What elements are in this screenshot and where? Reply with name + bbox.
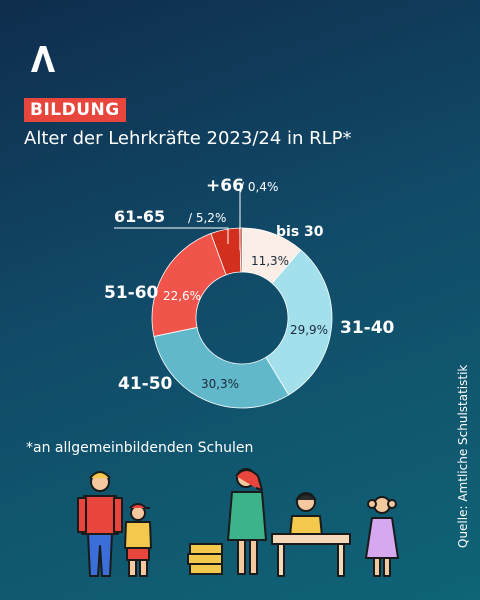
category-label: 31-40: [340, 318, 395, 338]
value-label: 30,3%: [201, 377, 239, 391]
category-label: +66: [206, 176, 244, 196]
page-title: Alter der Lehrkräfte 2023/24 in RLP*: [24, 128, 352, 149]
value-label: 22,6%: [163, 289, 201, 303]
donut-slice-3140: [265, 249, 333, 396]
category-label: 51-60: [104, 283, 159, 303]
value-label: 11,3%: [251, 254, 289, 268]
category-label: 41-50: [118, 374, 173, 394]
category-badge: BILDUNG: [24, 98, 126, 122]
donut-slice-5160: [151, 233, 227, 337]
leader-line: [114, 227, 229, 244]
category-label: 61-65: [114, 207, 165, 226]
value-label: / 0,4%: [240, 180, 278, 194]
footnote: *an allgemeinbildenden Schulen: [26, 440, 254, 456]
value-label: 29,9%: [290, 323, 328, 337]
brand-a-logo-icon: [31, 46, 55, 72]
value-label: / 5,2%: [188, 211, 226, 225]
category-label: bis 30: [276, 224, 324, 240]
people-illustration-icon: [77, 468, 399, 577]
donut-slice-4150: [153, 326, 290, 409]
